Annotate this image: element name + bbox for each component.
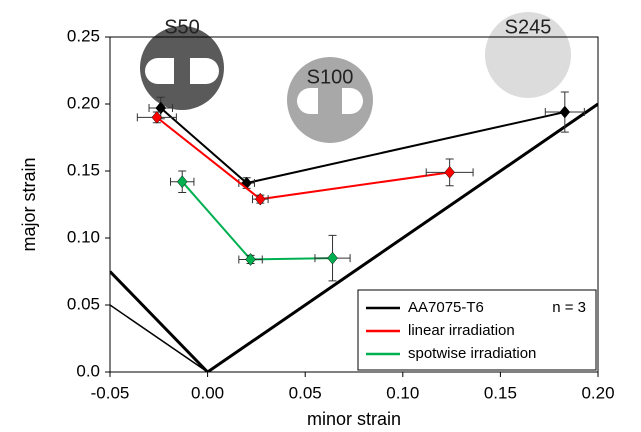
legend-label: AA7075-T6	[408, 299, 484, 316]
x-tick-label: 0.20	[581, 383, 614, 402]
data-point	[254, 192, 266, 206]
data-point	[444, 165, 455, 179]
y-tick-label: 0.25	[67, 26, 100, 45]
plot-frame	[109, 36, 599, 373]
legend-label: spotwise irradiation	[408, 345, 536, 362]
specimen-label: S100	[307, 66, 354, 88]
specimen-s245	[485, 12, 571, 98]
legend-label: linear irradiation	[408, 322, 515, 339]
specimen-hole	[297, 88, 363, 114]
data-point	[559, 105, 571, 119]
y-tick-label: 0.05	[67, 294, 100, 313]
y-tick-label: 0.15	[67, 160, 100, 179]
specimen-label: S245	[505, 16, 552, 38]
x-tick-label: 0.15	[484, 383, 517, 402]
specimen-label: S50	[164, 16, 200, 38]
reference-line	[110, 102, 598, 372]
x-axis-title: minor strain	[307, 409, 401, 429]
specimen-s50	[140, 26, 224, 110]
specimen-s100	[287, 57, 373, 143]
specimen-hole	[145, 58, 219, 84]
y-tick-label: 0.0	[76, 361, 100, 380]
data-point	[151, 111, 163, 124]
specimen-images	[140, 12, 571, 143]
data-point	[155, 101, 167, 115]
legend-note: n = 3	[552, 299, 586, 316]
data-point	[176, 175, 188, 189]
x-tick-label: 0.00	[191, 383, 224, 402]
y-tick-label: 0.10	[67, 227, 100, 246]
series-line	[181, 181, 333, 261]
x-tick-label: 0.10	[386, 383, 419, 402]
x-tick-label: 0.05	[289, 383, 322, 402]
data-point	[327, 251, 338, 265]
y-axis-title: major strain	[19, 157, 39, 251]
x-tick-label: -0.05	[91, 383, 130, 402]
y-tick-label: 0.20	[67, 93, 100, 112]
reference-line	[110, 304, 209, 372]
data-point	[245, 253, 256, 266]
